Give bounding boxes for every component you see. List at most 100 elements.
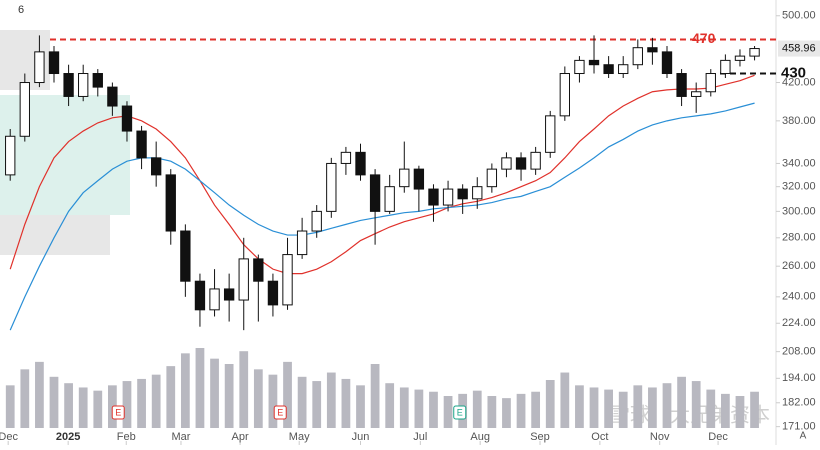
volume-bar: [618, 391, 628, 428]
volume-bar: [180, 353, 190, 428]
volume-bar: [297, 376, 307, 428]
candle-body: [78, 73, 89, 97]
x-tick-label: Dec: [0, 431, 18, 443]
x-tick-label: Oct: [591, 431, 608, 443]
candle-body: [530, 151, 541, 170]
price-tag: [778, 40, 820, 57]
volume-bar: [5, 385, 15, 428]
y-tick-label: 280.00: [782, 232, 816, 244]
volume-bar: [326, 372, 336, 428]
y-tick-label: 240.00: [782, 291, 816, 303]
candle-body: [150, 157, 162, 176]
volume-bar: [93, 390, 103, 428]
candle-body: [676, 73, 687, 97]
y-tick-label: 260.00: [782, 260, 816, 272]
y-tick-label: 208.00: [782, 346, 816, 358]
event-label: E: [115, 407, 121, 417]
candle-body: [223, 288, 235, 301]
candle-body: [209, 288, 220, 311]
candle-body: [618, 64, 629, 75]
candle-body: [603, 64, 614, 75]
volume-bar: [151, 374, 161, 428]
candle-body: [442, 188, 454, 206]
volume-bar: [443, 396, 453, 428]
y-tick-label: 320.00: [782, 181, 816, 193]
volume-bar: [283, 361, 292, 428]
x-tick-label: Mar: [172, 431, 191, 443]
volume-bar: [735, 396, 745, 428]
volume-bar: [516, 393, 526, 428]
volume-bar: [531, 391, 541, 428]
volume-bar: [575, 385, 584, 428]
y-tick-label: 194.00: [782, 372, 816, 384]
candle-body: [734, 55, 746, 61]
level-label: 470: [692, 30, 716, 46]
candle-body: [749, 48, 760, 57]
moving-average: [9, 74, 755, 275]
candle-body: [267, 280, 279, 306]
volume-bar: [560, 372, 570, 428]
candle-body: [92, 73, 103, 88]
volume-bar: [399, 387, 409, 428]
candle-body: [63, 73, 74, 97]
volume-bar: [472, 390, 482, 428]
candle-body: [647, 47, 658, 53]
volume-bar: [487, 396, 497, 428]
corner-button[interactable]: A: [800, 431, 807, 442]
x-tick-label: Apr: [232, 431, 249, 443]
volume-bar: [720, 393, 730, 428]
volume-bar: [502, 398, 511, 428]
y-tick-label: 340.00: [782, 157, 816, 169]
candle-body: [5, 135, 16, 176]
volume-bar: [633, 385, 643, 428]
candle-body: [515, 157, 527, 170]
volume-bar: [545, 380, 555, 428]
volume-bar: [49, 376, 59, 428]
candle-body: [369, 174, 381, 212]
volume-profile: [0, 30, 130, 255]
volume-bar: [20, 369, 30, 428]
volume-bar: [64, 383, 73, 428]
price-tag-label: 458.96: [782, 42, 816, 54]
volume-bar: [706, 389, 716, 428]
candle-body: [384, 186, 395, 212]
candle-body: [165, 174, 176, 232]
candle-body: [472, 186, 483, 200]
candle-body: [340, 151, 352, 164]
x-tick-label: Dec: [708, 431, 728, 443]
candle-body: [19, 82, 30, 137]
candle-body: [282, 254, 293, 306]
volume-bar: [253, 369, 263, 428]
y-tick-label: 420.00: [782, 76, 816, 88]
volume-bar: [268, 374, 278, 428]
candle-body: [720, 59, 731, 75]
y-tick-label: 182.00: [782, 397, 816, 409]
candle-body: [705, 73, 716, 93]
volume-bar: [35, 361, 44, 428]
volume-bar: [341, 378, 351, 428]
y-tick-label: 300.00: [782, 205, 816, 217]
candle-body: [326, 162, 337, 212]
y-tick-label: 171.00: [782, 421, 816, 433]
volume-bar: [137, 378, 146, 428]
level-label: 430: [781, 64, 806, 81]
candle-body: [121, 105, 133, 132]
volume-bar: [589, 387, 599, 428]
x-tick-label: Jun: [352, 431, 370, 443]
event-marker: [273, 405, 287, 420]
candle-body: [194, 280, 206, 311]
candle-body: [559, 73, 571, 117]
candle-body: [136, 130, 147, 159]
x-tick-label: 2025: [56, 431, 80, 443]
event-marker: [111, 405, 125, 420]
y-tick-label: 500.00: [782, 10, 816, 22]
volume-bar: [677, 376, 686, 428]
volume-bar: [166, 366, 176, 428]
candle-body: [34, 51, 45, 84]
volume-bar: [370, 364, 380, 428]
candle-body: [253, 258, 264, 282]
candle-body: [428, 188, 439, 206]
volume-bar: [78, 387, 88, 428]
volume-bar: [195, 348, 205, 428]
event-label: E: [277, 407, 283, 417]
